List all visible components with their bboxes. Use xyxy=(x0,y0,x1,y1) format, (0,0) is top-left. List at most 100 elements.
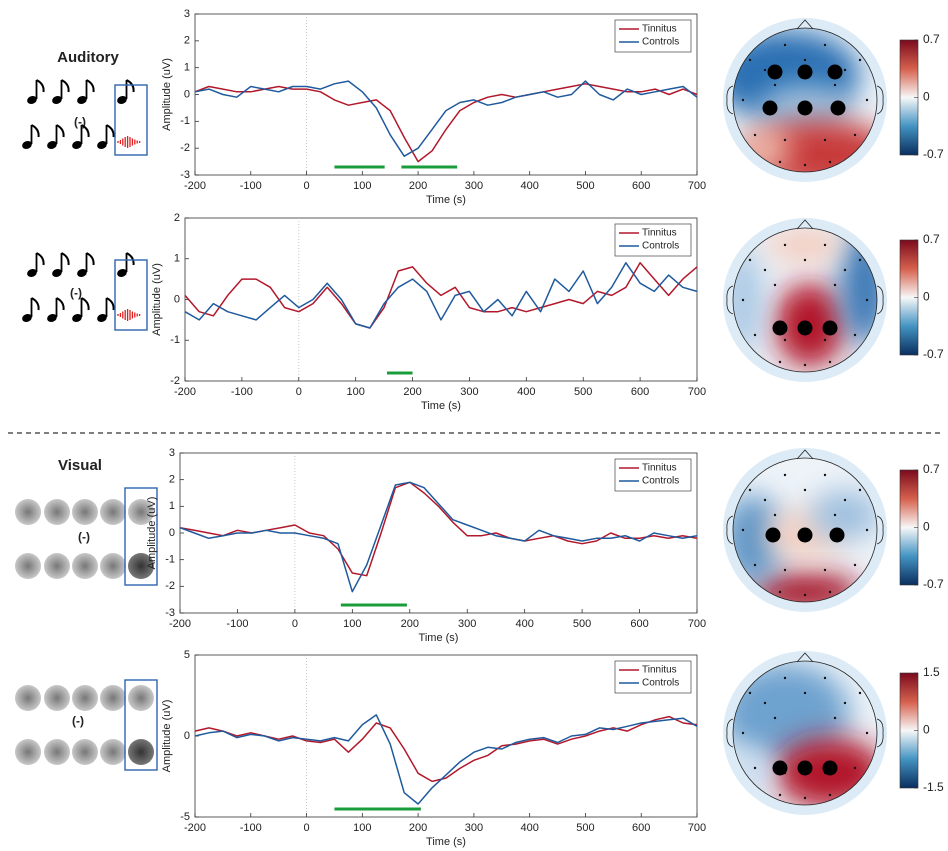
x-tick-label: 200 xyxy=(401,618,419,630)
electrode xyxy=(749,259,751,261)
legend-label: Controls xyxy=(642,241,679,252)
x-tick-label: 600 xyxy=(632,180,650,192)
electrode xyxy=(866,732,868,734)
electrode xyxy=(804,797,806,799)
electrode xyxy=(829,794,831,796)
y-tick-label: 0 xyxy=(184,88,190,100)
x-tick-label: 700 xyxy=(688,386,706,398)
electrode xyxy=(834,514,836,516)
electrode xyxy=(844,499,846,501)
electrode xyxy=(784,474,786,476)
y-tick-label: 0 xyxy=(169,527,175,539)
cluster-electrode xyxy=(773,761,788,776)
x-tick-label: 600 xyxy=(630,618,648,630)
x-tick-label: 700 xyxy=(688,180,706,192)
x-tick-label: 0 xyxy=(303,822,309,834)
y-tick-label: 5 xyxy=(184,649,190,661)
grating xyxy=(100,553,126,579)
colorbar-tick-label: 1.5 xyxy=(923,665,940,679)
x-tick-label: 400 xyxy=(515,618,533,630)
electrode xyxy=(866,299,868,301)
legend-label: Tinnitus xyxy=(642,24,677,35)
topo-blob xyxy=(765,230,845,260)
electrode xyxy=(854,564,856,566)
electrode xyxy=(784,44,786,46)
note-flag xyxy=(37,253,44,265)
grating xyxy=(100,499,126,525)
note-flag xyxy=(107,125,114,137)
legend-label: Tinnitus xyxy=(642,463,677,474)
x-tick-label: 0 xyxy=(296,386,302,398)
y-tick-label: 2 xyxy=(169,474,175,486)
cluster-electrode xyxy=(798,65,813,80)
y-tick-label: 1 xyxy=(184,62,190,74)
x-tick-label: 100 xyxy=(343,618,361,630)
electrode xyxy=(854,134,856,136)
x-axis-label: Time (s) xyxy=(426,194,466,206)
legend-label: Tinnitus xyxy=(642,228,677,239)
x-tick-label: 300 xyxy=(460,386,478,398)
electrode xyxy=(749,692,751,694)
electrode xyxy=(742,732,744,734)
grating-target xyxy=(128,739,154,765)
x-tick-label: 100 xyxy=(353,822,371,834)
electrode xyxy=(764,269,766,271)
x-tick-label: -100 xyxy=(240,180,262,192)
x-tick-label: -200 xyxy=(169,618,191,630)
y-tick-label: 0 xyxy=(174,293,180,305)
x-tick-label: 500 xyxy=(576,180,594,192)
x-axis-label: Time (s) xyxy=(426,836,466,848)
y-tick-label: 3 xyxy=(169,447,175,459)
x-tick-label: 200 xyxy=(409,822,427,834)
electrode xyxy=(804,164,806,166)
x-tick-label: 100 xyxy=(346,386,364,398)
electrode xyxy=(779,794,781,796)
grating xyxy=(44,685,70,711)
x-tick-label: 200 xyxy=(409,180,427,192)
electrode xyxy=(824,244,826,246)
x-tick-label: 300 xyxy=(458,618,476,630)
colorbar-tick-label: 0.7 xyxy=(923,462,940,476)
x-tick-label: -100 xyxy=(231,386,253,398)
electrode xyxy=(866,99,868,101)
grating xyxy=(72,739,98,765)
electrode xyxy=(824,474,826,476)
electrode xyxy=(859,259,861,261)
electrode xyxy=(774,717,776,719)
legend-label: Tinnitus xyxy=(642,665,677,676)
cluster-electrode xyxy=(830,528,845,543)
electrode xyxy=(804,594,806,596)
cluster-electrode xyxy=(798,761,813,776)
cluster-electrode xyxy=(798,321,813,336)
y-tick-label: -2 xyxy=(170,375,180,387)
cluster-electrode xyxy=(831,101,846,116)
x-tick-label: 700 xyxy=(688,618,706,630)
electrode xyxy=(804,259,806,261)
x-tick-label: 100 xyxy=(353,180,371,192)
electrode xyxy=(824,44,826,46)
electrode xyxy=(754,334,756,336)
cluster-electrode xyxy=(768,65,783,80)
electrode xyxy=(804,489,806,491)
x-tick-label: 0 xyxy=(303,180,309,192)
x-tick-label: 500 xyxy=(573,618,591,630)
x-tick-label: 300 xyxy=(465,822,483,834)
note-flag xyxy=(107,298,114,310)
electrode xyxy=(779,161,781,163)
x-axis-label: Time (s) xyxy=(419,632,459,644)
y-tick-label: -2 xyxy=(180,142,190,154)
electrode xyxy=(854,334,856,336)
x-tick-label: 700 xyxy=(688,822,706,834)
cluster-electrode xyxy=(823,321,838,336)
y-tick-label: -2 xyxy=(165,580,175,592)
icon-label: (-) xyxy=(72,714,84,728)
colorbar-tick-label: 0.7 xyxy=(923,32,940,46)
note-flag xyxy=(37,80,44,92)
cluster-electrode xyxy=(823,761,838,776)
cluster-electrode xyxy=(773,321,788,336)
electrode xyxy=(784,139,786,141)
electrode xyxy=(804,59,806,61)
y-tick-label: 2 xyxy=(184,35,190,47)
note-flag xyxy=(127,80,134,92)
grating xyxy=(100,685,126,711)
